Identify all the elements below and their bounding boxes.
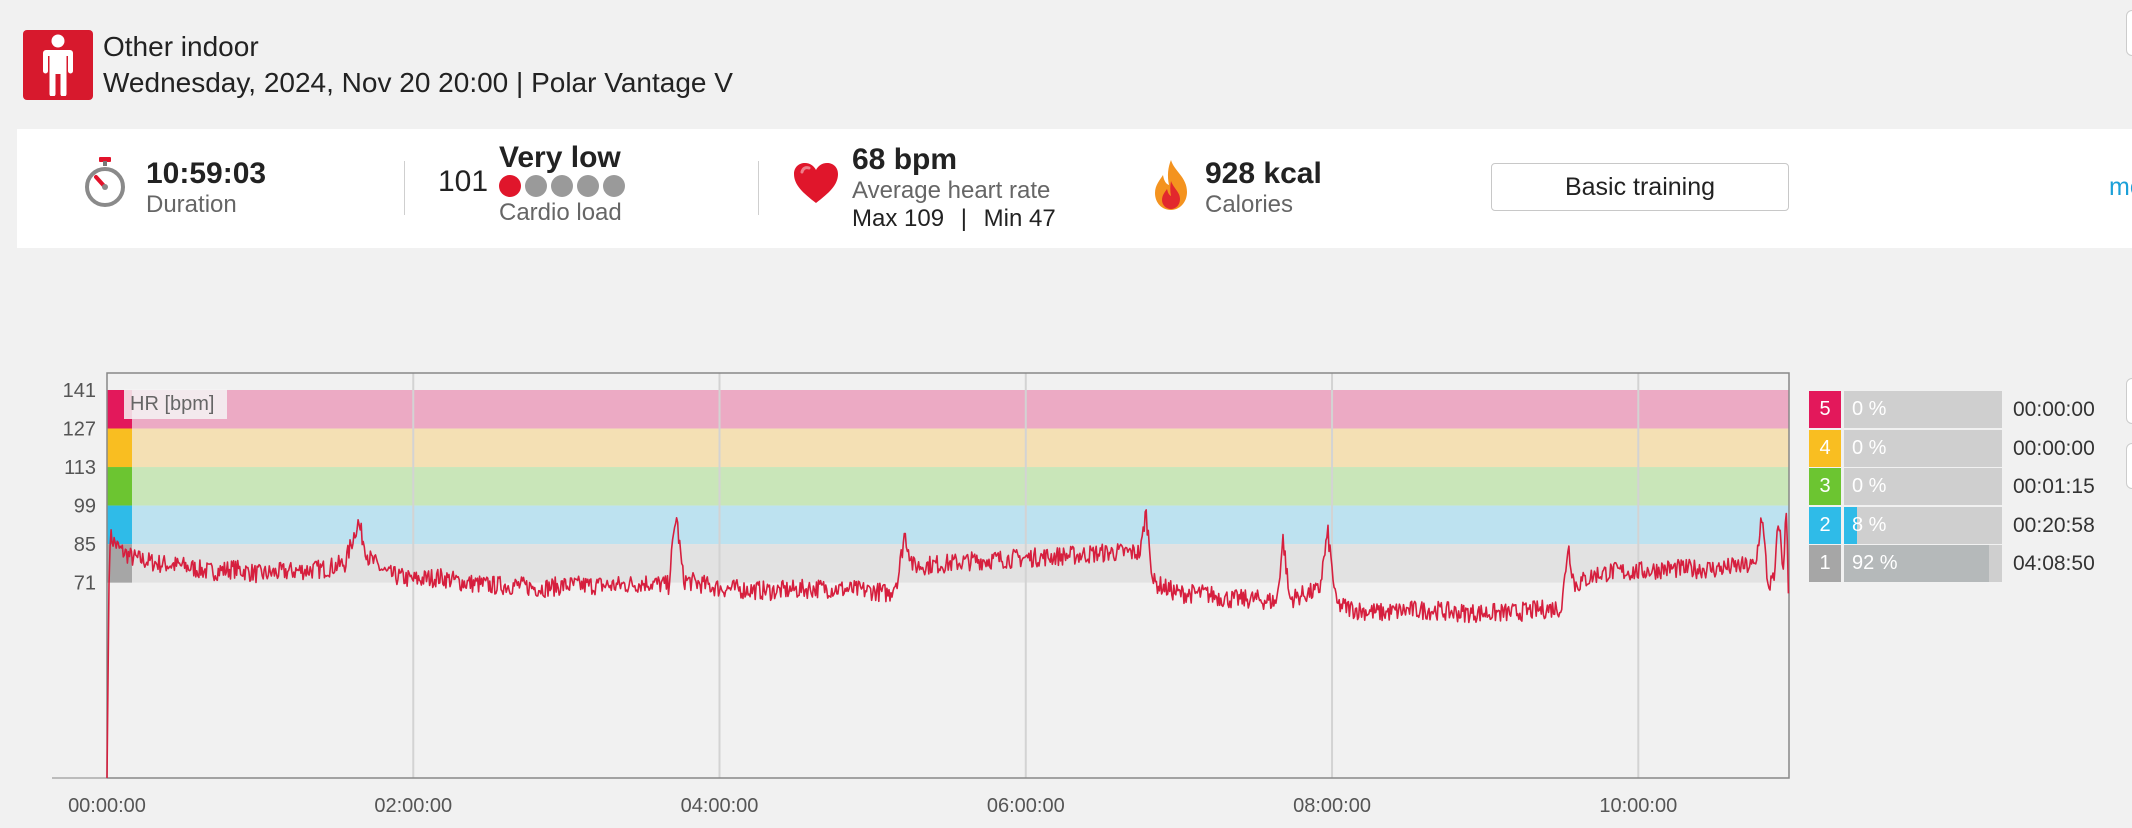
- zone-percent-fill: [1844, 545, 1990, 582]
- side-panel-tab[interactable]: [2126, 378, 2132, 424]
- y-tick-label: 127: [63, 419, 96, 441]
- zone-number: 4: [1809, 429, 1841, 467]
- side-panel-tab[interactable]: [2126, 443, 2132, 489]
- calories-label: Calories: [1205, 191, 1294, 218]
- zone-number: 2: [1809, 506, 1841, 544]
- zone-number: 3: [1809, 468, 1841, 505]
- y-tick-label: 71: [74, 573, 96, 595]
- zone-row-3: 3 0 % 00:01:15: [1809, 468, 2109, 505]
- heart-icon-wrap: [793, 162, 839, 209]
- zone-number: 5: [1809, 391, 1841, 428]
- zone-percent-label: 0 %: [1852, 398, 1887, 420]
- x-tick-label: 06:00:00: [987, 795, 1065, 817]
- zone-percent-bar: 8 %: [1844, 506, 2002, 544]
- zone-row-4: 4 0 % 00:00:00: [1809, 429, 2109, 467]
- more-link[interactable]: mo: [2109, 173, 2132, 201]
- zone-percent-fill: [1844, 506, 1857, 544]
- summary-divider: [758, 161, 759, 215]
- y-tick-label: 85: [74, 534, 96, 556]
- cardio-load-dots: [499, 175, 625, 197]
- training-benefit-button[interactable]: Basic training: [1491, 163, 1789, 211]
- legend-label: HR [bpm]: [130, 393, 214, 415]
- zone-time-label: 00:00:00: [2013, 436, 2095, 460]
- legend-box: [124, 389, 227, 419]
- summary-divider: [404, 161, 405, 215]
- session-subtitle: Wednesday, 2024, Nov 20 20:00 | Polar Va…: [103, 67, 733, 98]
- zone-percent-bar: 92 %: [1844, 545, 2002, 582]
- flame-icon-wrap: [1152, 159, 1190, 216]
- duration-icon-wrap: [85, 157, 131, 214]
- stopwatch-icon: [85, 157, 125, 207]
- duration-value: 10:59:03: [146, 157, 267, 190]
- zone-percent-label: 0 %: [1852, 436, 1887, 459]
- hr-max-min: Max 109 | Min 47: [852, 205, 1056, 233]
- plot-border: [106, 372, 1790, 779]
- duration-label: Duration: [146, 191, 237, 218]
- cardio-dot: [603, 175, 625, 197]
- x-tick-label: 08:00:00: [1293, 795, 1371, 817]
- zone-row-2: 2 8 % 00:20:58: [1809, 506, 2109, 544]
- cardio-load-level: Very low: [499, 141, 621, 174]
- x-tick-label: 00:00:00: [68, 795, 146, 817]
- zone-marker-4: [107, 428, 132, 468]
- avg-hr-value: 68 bpm: [852, 143, 958, 176]
- summary-bar: 10:59:03 Duration 101 Very low Cardio lo…: [17, 129, 2132, 248]
- cardio-dot-active: [499, 175, 521, 197]
- zone-percent-bar: 0 %: [1844, 429, 2002, 467]
- zone-row-5: 5 0 % 00:00:00: [1809, 391, 2109, 428]
- zone-percent-bar: 0 %: [1844, 468, 2002, 505]
- zone-number: 1: [1809, 545, 1841, 582]
- calories-value: 928 kcal: [1205, 157, 1322, 190]
- heart-icon: [794, 163, 838, 203]
- sport-title: Other indoor: [103, 31, 259, 62]
- y-tick-label: 99: [74, 496, 96, 518]
- zone-time-label: 00:20:58: [2013, 513, 2095, 537]
- person-standing-icon: [23, 30, 93, 100]
- hr-max: Max 109: [852, 205, 945, 232]
- zone-percent-label: 0 %: [1852, 475, 1887, 497]
- hr-separator: |: [960, 205, 967, 232]
- cardio-load-label: Cardio load: [499, 199, 622, 226]
- cardio-dot: [577, 175, 599, 197]
- zone-percent-label: 92 %: [1852, 552, 1898, 574]
- zone-row-1: 1 92 % 04:08:50: [1809, 545, 2109, 582]
- cardio-dot: [551, 175, 573, 197]
- x-tick-label: 02:00:00: [374, 795, 452, 817]
- zone-band-3: [107, 467, 1789, 506]
- zone-time-label: 00:00:00: [2013, 398, 2095, 421]
- x-tick-label: 10:00:00: [1599, 795, 1677, 817]
- side-panel-tab[interactable]: [2126, 10, 2132, 56]
- zone-marker-3: [107, 467, 132, 506]
- zone-band-5: [107, 390, 1789, 429]
- avg-hr-label: Average heart rate: [852, 177, 1051, 204]
- flame-icon: [1155, 160, 1187, 210]
- zone-time-label: 04:08:50: [2013, 552, 2095, 575]
- hr-series-line: [106, 509, 1790, 779]
- zone-time-label: 00:01:15: [2013, 475, 2095, 498]
- zone-band-2: [107, 505, 1789, 545]
- y-tick-label: 141: [63, 380, 96, 402]
- cardio-load-value: 101: [438, 165, 489, 198]
- zone-percent-bar: 0 %: [1844, 391, 2002, 428]
- zone-percent-label: 8 %: [1852, 513, 1887, 536]
- y-tick-label: 113: [64, 457, 96, 479]
- zone-band-4: [107, 428, 1789, 468]
- hr-min: Min 47: [983, 205, 1056, 232]
- x-tick-label: 04:00:00: [681, 795, 759, 817]
- cardio-dot: [525, 175, 547, 197]
